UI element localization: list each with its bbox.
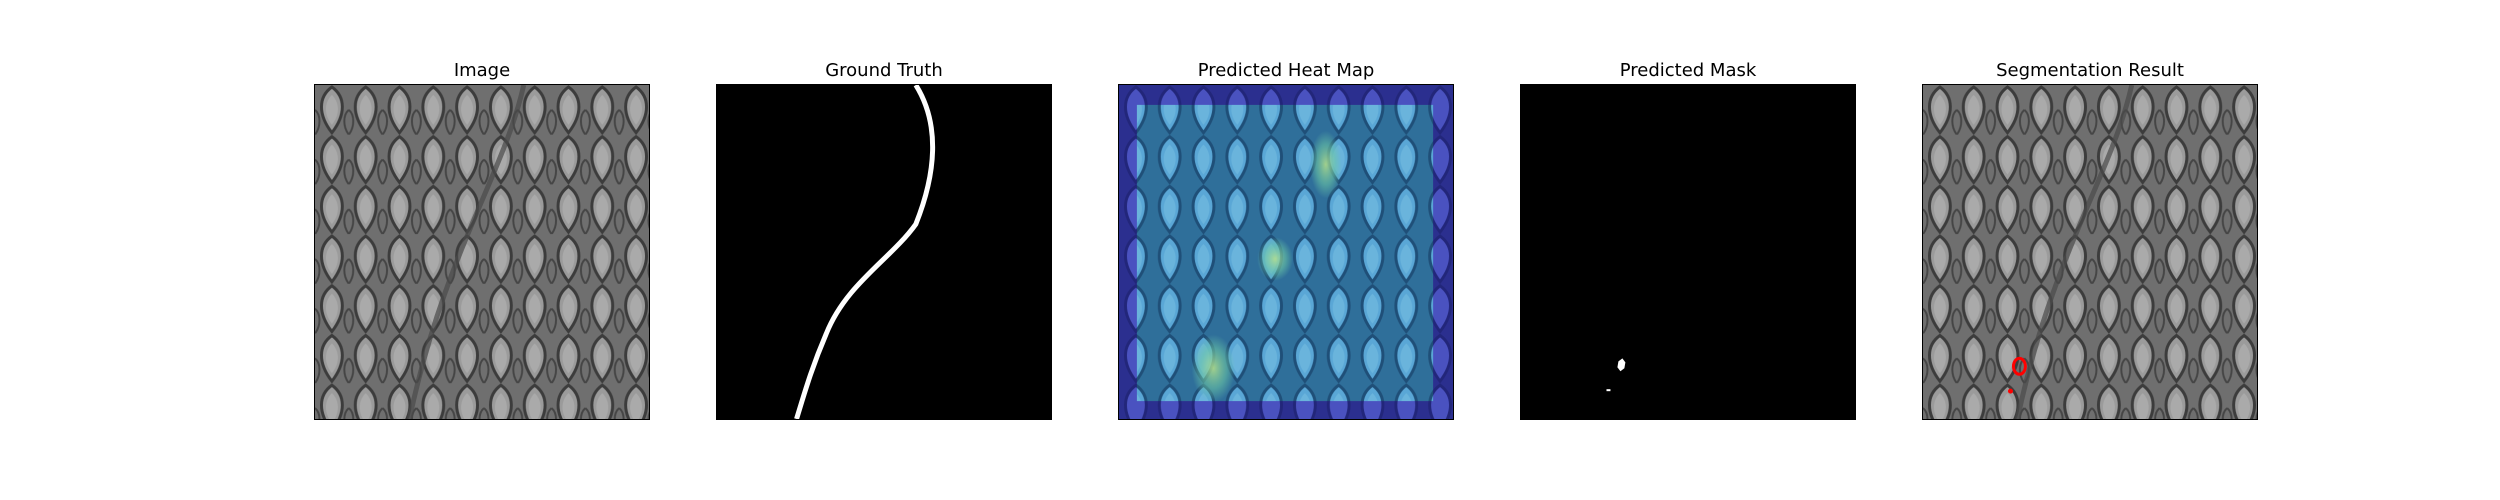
panel-title-segmentation-result: Segmentation Result xyxy=(1996,60,2184,81)
segmentation-result xyxy=(1922,84,2258,420)
panel-title-heat-map: Predicted Heat Map xyxy=(1197,60,1375,81)
input-image xyxy=(314,84,650,420)
predicted-heat-map xyxy=(1118,84,1454,420)
panel-title-ground-truth: Ground Truth xyxy=(825,60,943,81)
panel-title-predicted-mask: Predicted Mask xyxy=(1619,60,1757,81)
panel-title-image: Image xyxy=(453,60,511,81)
ground-truth-mask xyxy=(716,84,1052,420)
predicted-mask xyxy=(1520,84,1856,420)
